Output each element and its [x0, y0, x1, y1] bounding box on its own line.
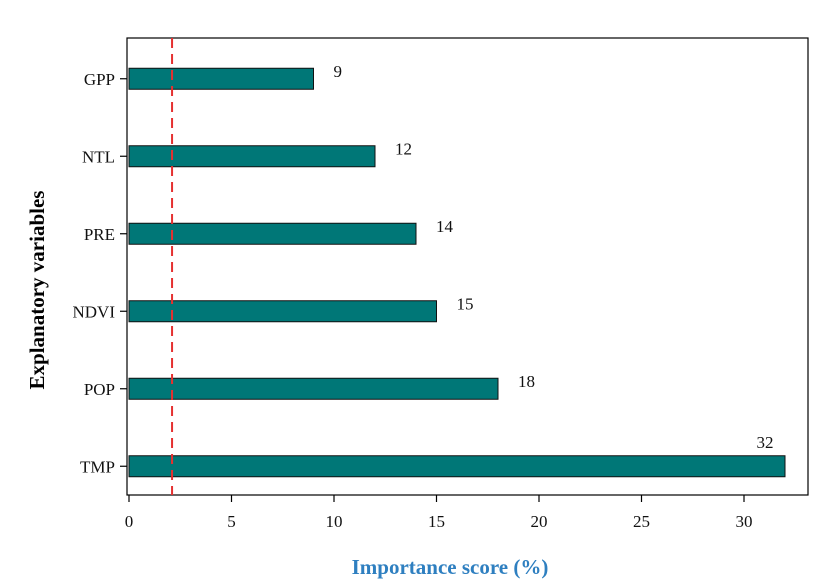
y-tick-label: NDVI	[73, 302, 116, 321]
bar	[128, 145, 376, 168]
bar-value-label: 12	[395, 139, 412, 158]
x-axis-title: Importance score (%)	[352, 555, 549, 579]
bar-value-label: 14	[436, 217, 454, 236]
x-axis-ticks: 0 5 10 15 20 25 30	[125, 495, 753, 531]
x-tick-label: 25	[633, 512, 650, 531]
bar-value-label: 15	[457, 294, 474, 313]
y-axis-title: Explanatory variables	[25, 191, 49, 390]
y-tick-label: POP	[84, 380, 115, 399]
bar	[128, 377, 499, 400]
bar	[128, 455, 786, 478]
x-tick-label: 20	[531, 512, 548, 531]
bar	[128, 222, 417, 245]
bar-value-label: 32	[757, 433, 774, 452]
x-tick-label: 10	[326, 512, 343, 531]
bar-series: 9 12 14 15 18 32	[128, 62, 786, 478]
x-tick-label: 0	[125, 512, 134, 531]
y-axis-ticks: GPP NTL PRE NDVI POP TMP	[73, 70, 127, 476]
plot-frame	[126, 37, 809, 496]
bar-value-label: 18	[518, 372, 535, 391]
bar	[128, 300, 437, 323]
bar-value-label: 9	[334, 62, 343, 81]
y-tick-label: NTL	[82, 147, 115, 166]
x-tick-label: 15	[428, 512, 445, 531]
y-tick-label: PRE	[84, 225, 115, 244]
y-tick-label: TMP	[80, 457, 115, 476]
y-tick-label: GPP	[84, 70, 115, 89]
bar	[128, 67, 314, 90]
x-tick-label: 5	[227, 512, 236, 531]
x-tick-label: 30	[736, 512, 753, 531]
